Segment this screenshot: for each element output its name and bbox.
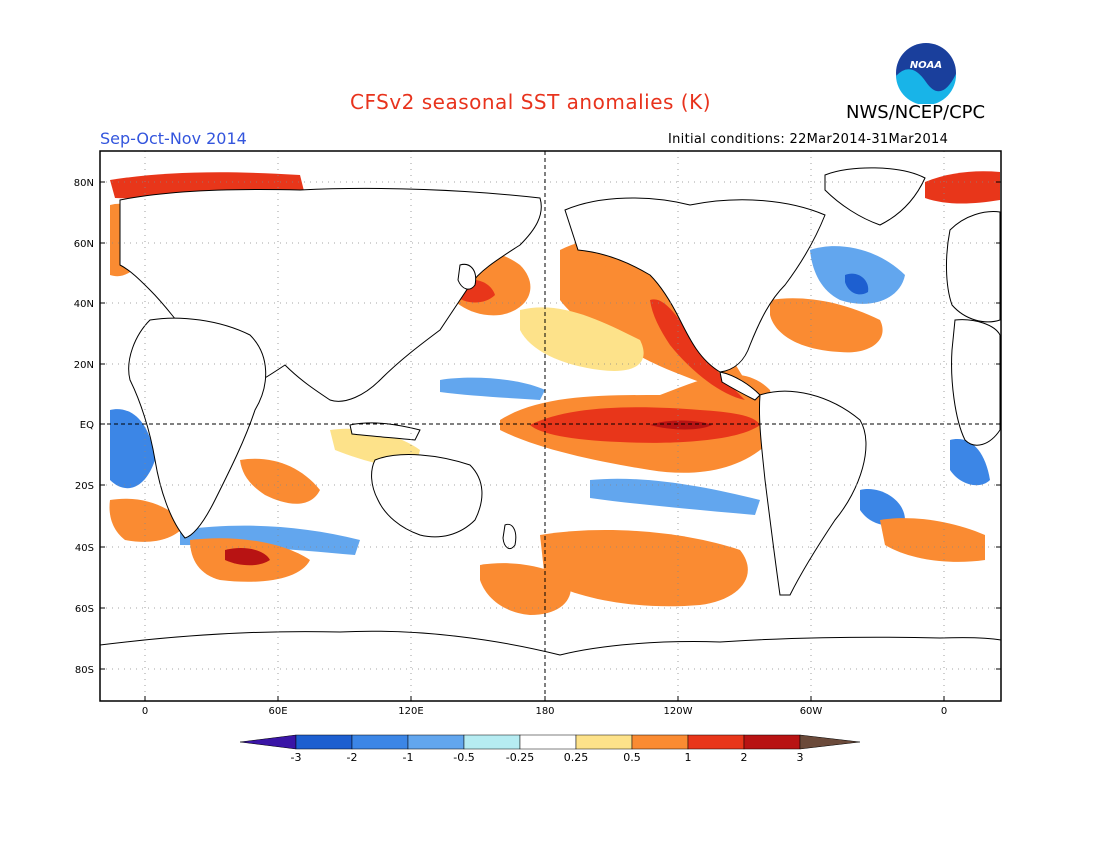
lat-tick-label: 60N: [74, 239, 94, 250]
longitude-ticks: 0 60E 120E 180 120W 60W 0: [142, 696, 947, 717]
colorbar-low-extension: [239, 734, 297, 750]
map-frame: [99, 150, 1002, 702]
lat-tick-label: 20N: [74, 360, 94, 371]
arctic-warm-band-east: [925, 171, 1000, 204]
season-label: Sep-Oct-Nov 2014: [100, 129, 247, 148]
indian-ocean-cold-strip: [440, 377, 545, 400]
enso-warm-tongue-core: [530, 407, 760, 443]
indonesia: [349, 422, 421, 441]
colorbar-label: -3: [291, 751, 302, 764]
colorbar-label: 2: [741, 751, 748, 764]
africa-east: [951, 319, 1001, 446]
new-zealand: [502, 523, 517, 549]
indian-ocean-warm-strip: [240, 458, 320, 504]
colorbar-label: 1: [685, 751, 692, 764]
colorbar-label: -0.25: [506, 751, 534, 764]
japan: [457, 263, 477, 290]
southern-ocean-cold-band: [180, 525, 360, 555]
colorbar-label: -1: [403, 751, 414, 764]
australia: [371, 454, 483, 538]
lat-tick-label: 80N: [74, 178, 94, 189]
west-africa-cold-coast: [110, 409, 155, 489]
south-pacific-warm: [540, 530, 748, 607]
lat-tick-label: 60S: [75, 604, 94, 615]
colorbar-segment: [743, 734, 801, 750]
north-atlantic-warm-area: [770, 298, 883, 353]
colorbar-label: 0.5: [623, 751, 641, 764]
antarctica: [99, 630, 1002, 702]
noaa-logo-text: NOAA: [910, 60, 942, 71]
east-south-atlantic-warm: [880, 518, 985, 562]
noaa-logo: NOAA: [896, 43, 957, 104]
lon-tick-label: 60E: [268, 706, 287, 717]
colorbar-segment: [687, 734, 745, 750]
south-atlantic-warm: [109, 498, 185, 542]
colorbar-segment: [463, 734, 521, 750]
colorbar-label: 3: [797, 751, 804, 764]
south-pacific-cold-band: [590, 478, 760, 515]
lon-tick-label: 60W: [800, 706, 823, 717]
initial-conditions-label: Initial conditions: 22Mar2014-31Mar2014: [668, 132, 949, 147]
colorbar-segment: [631, 734, 689, 750]
colorbar-segment: [351, 734, 409, 750]
north-atlantic-cold-core: [845, 273, 869, 295]
africa: [128, 317, 267, 539]
central-america: [719, 371, 761, 401]
colorbar: -3 -2 -1 -0.5 -0.25 0.25 0.5 1 2 3: [239, 734, 861, 764]
lat-tick-label: 20S: [75, 481, 94, 492]
land-masses: [99, 167, 1002, 702]
colorbar-segment: [407, 734, 465, 750]
colorbar-high-extension: [799, 734, 861, 750]
lon-tick-label: 180: [535, 706, 554, 717]
lat-tick-label: EQ: [80, 420, 94, 431]
latitude-ticks: 80N 60N 40N 20N EQ 20S 40S 60S 80S: [74, 178, 1001, 676]
lat-tick-label: 80S: [75, 665, 94, 676]
lon-tick-label: 120E: [398, 706, 423, 717]
lon-tick-label: 0: [941, 706, 947, 717]
south-atlantic-cold: [860, 489, 905, 526]
dateline-south-warm: [480, 563, 571, 615]
enso-warm-tongue-peak: [650, 420, 712, 430]
map-title: CFSv2 seasonal SST anomalies (K): [350, 90, 711, 114]
south-indian-warm-core: [225, 548, 270, 566]
europe-west: [945, 211, 1001, 323]
north-america: [564, 197, 826, 373]
colorbar-label: -0.5: [453, 751, 474, 764]
colorbar-segment: [519, 734, 577, 750]
colorbar-segment: [295, 734, 353, 750]
lon-tick-label: 120W: [664, 706, 693, 717]
colorbar-segment: [575, 734, 633, 750]
lat-tick-label: 40S: [75, 543, 94, 554]
colorbar-label: 0.25: [564, 751, 589, 764]
colorbar-label: -2: [347, 751, 358, 764]
east-atlantic-cold: [950, 439, 990, 486]
agency-label: NWS/NCEP/CPC: [846, 102, 986, 123]
lon-tick-label: 0: [142, 706, 148, 717]
lat-tick-label: 40N: [74, 299, 94, 310]
south-america: [758, 390, 867, 596]
ne-pacific-pale-warm: [520, 307, 644, 371]
map-gridlines: [100, 151, 1001, 701]
